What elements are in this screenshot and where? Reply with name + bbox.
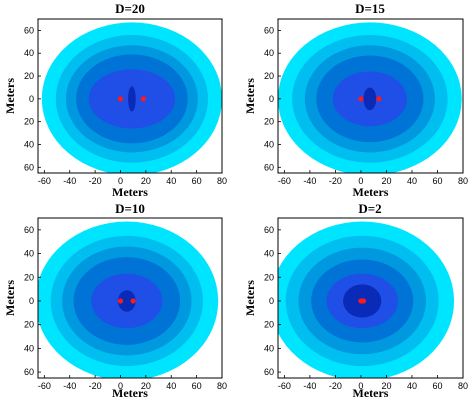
contour-core <box>128 86 136 112</box>
y-tick-label: 40 <box>24 48 34 58</box>
x-tick-label: -40 <box>63 381 76 391</box>
x-tick-label: 20 <box>381 381 391 391</box>
y-tick-label: 40 <box>24 343 34 353</box>
y-tick-label: 40 <box>264 343 274 353</box>
x-tick-label: 60 <box>192 381 202 391</box>
y-tick-label: 40 <box>24 139 34 149</box>
contour-core <box>117 290 136 312</box>
x-tick-label: -60 <box>38 381 51 391</box>
plot-area <box>41 22 222 173</box>
x-tick-label: -60 <box>278 381 291 391</box>
y-tick-label: 60 <box>264 162 274 172</box>
y-tick-label: 0 <box>29 296 34 306</box>
source-point-2 <box>360 298 367 304</box>
source-point-1 <box>117 298 124 304</box>
x-tick-label: -20 <box>329 381 342 391</box>
plot-area <box>278 22 462 173</box>
x-axis-label: Meters <box>353 185 389 199</box>
x-tick-label: -20 <box>329 176 342 186</box>
x-tick-label: 40 <box>166 381 176 391</box>
axes-frame <box>277 18 464 174</box>
y-tick-label: 60 <box>264 367 274 377</box>
source-point-1 <box>358 96 364 102</box>
x-tick-label: -60 <box>278 176 291 186</box>
y-tick-label: 0 <box>269 94 274 104</box>
x-tick-label: -60 <box>38 176 51 186</box>
chart-panel-4: -60 -40 -20 0 20 40 60 80 60 40 20 0 20 40 60 D=2 Meters… <box>243 201 468 400</box>
x-tick-label: 0 <box>118 381 123 391</box>
source-point-2 <box>376 96 382 102</box>
y-tick-label: 20 <box>264 71 274 81</box>
y-tick-label: 20 <box>24 71 34 81</box>
y-tick-label: 40 <box>24 249 34 259</box>
x-tick-label: 0 <box>118 176 123 186</box>
panel-title: D=20 <box>115 1 145 16</box>
y-tick-label: 20 <box>264 320 274 330</box>
panel-title: D=10 <box>115 201 145 216</box>
y-axis-label: Meters <box>243 78 257 114</box>
axes-frame <box>277 217 464 379</box>
source-point-2 <box>140 96 146 102</box>
x-tick-label: 20 <box>381 176 391 186</box>
y-axis-label: Meters <box>3 280 17 316</box>
y-tick-label: 0 <box>29 94 34 104</box>
x-tick-label: 20 <box>141 176 151 186</box>
x-tick-label: 80 <box>217 176 227 186</box>
x-tick-label: -40 <box>303 381 316 391</box>
y-tick-label: 60 <box>264 225 274 235</box>
y-tick-label: 20 <box>264 117 274 127</box>
panel-title: D=15 <box>355 1 385 16</box>
x-tick-label: 0 <box>358 176 363 186</box>
y-tick-label: 60 <box>24 25 34 35</box>
axes-frame <box>37 217 223 379</box>
x-tick-label: -40 <box>63 176 76 186</box>
chart-panel-2: -60 -40 -20 0 20 40 60 80 60 40 20 0 20 40 60 D=15 Meter… <box>243 1 468 199</box>
y-tick-label: 60 <box>264 25 274 35</box>
contour-core <box>363 87 377 111</box>
plot-area <box>38 221 219 378</box>
x-tick-label: 60 <box>192 176 202 186</box>
y-tick-label: 40 <box>264 249 274 259</box>
x-tick-label: -20 <box>89 381 102 391</box>
chart-panel-1: -60 -40 -20 0 20 40 60 80 60 40 20 0 20 40 60 D=20 Meter… <box>3 1 227 199</box>
panel-title: D=2 <box>358 201 381 216</box>
y-tick-label: 40 <box>264 48 274 58</box>
x-tick-label: 80 <box>217 381 227 391</box>
x-tick-label: 60 <box>432 176 442 186</box>
y-axis-label: Meters <box>3 78 17 114</box>
y-tick-label: 0 <box>269 296 274 306</box>
axes-frame <box>37 18 223 174</box>
y-tick-label: 20 <box>264 272 274 282</box>
x-tick-label: -20 <box>89 176 102 186</box>
y-tick-label: 40 <box>264 139 274 149</box>
x-axis-label: Meters <box>353 386 389 400</box>
x-tick-label: 40 <box>166 176 176 186</box>
x-tick-label: 20 <box>141 381 151 391</box>
y-tick-label: 20 <box>24 117 34 127</box>
x-tick-label: 60 <box>432 381 442 391</box>
plot-area <box>278 221 455 378</box>
x-tick-label: 40 <box>407 381 417 391</box>
y-tick-label: 60 <box>24 367 34 377</box>
x-tick-label: 80 <box>458 176 468 186</box>
y-axis-label: Meters <box>243 280 257 316</box>
y-tick-label: 20 <box>24 272 34 282</box>
y-tick-label: 60 <box>24 225 34 235</box>
x-tick-label: -40 <box>303 176 316 186</box>
source-point-1 <box>117 96 124 102</box>
chart-panel-3: -60 -40 -20 0 20 40 60 80 60 40 20 0 20 40 60 D=10 Meter… <box>3 201 227 400</box>
y-tick-label: 60 <box>24 162 34 172</box>
y-tick-label: 20 <box>24 320 34 330</box>
x-tick-label: 0 <box>358 381 363 391</box>
x-axis-label: Meters <box>112 386 148 400</box>
x-axis-label: Meters <box>112 185 148 199</box>
source-point-2 <box>130 298 136 304</box>
x-tick-label: 80 <box>458 381 468 391</box>
x-tick-label: 40 <box>407 176 417 186</box>
